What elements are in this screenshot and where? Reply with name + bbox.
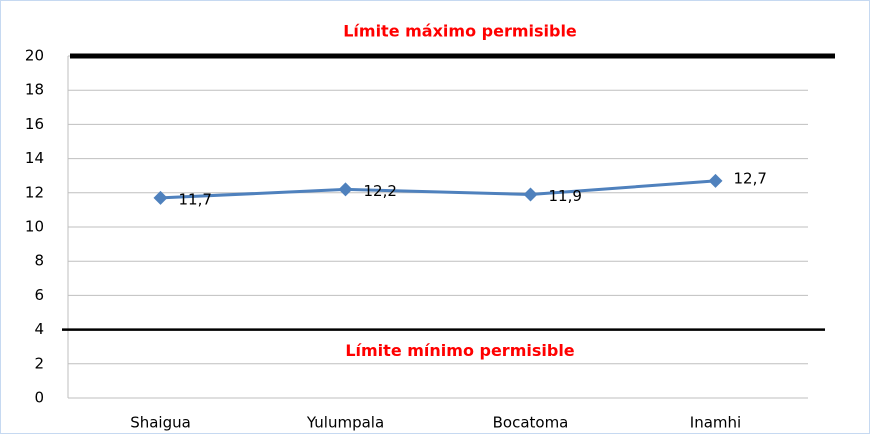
x-tick-label: Shaigua	[130, 414, 191, 432]
y-tick-label: 6	[34, 286, 44, 304]
x-tick-label: Yulumpala	[306, 414, 384, 432]
series-line	[160, 179, 716, 200]
y-tick-label: 10	[25, 218, 44, 236]
y-tick-label: 20	[25, 47, 44, 65]
x-tick-label: Bocatoma	[493, 414, 569, 432]
data-label: 11,7	[179, 190, 212, 208]
data-label: 12,2	[364, 182, 397, 200]
data-label: 11,9	[549, 187, 582, 205]
y-tick-label: 12	[25, 183, 44, 201]
y-tick-label: 18	[25, 81, 44, 99]
y-tick-label: 0	[34, 389, 44, 407]
x-tick-label: Inamhi	[690, 414, 741, 432]
data-point	[153, 190, 168, 205]
reference-label: Límite máximo permisible	[343, 22, 577, 41]
reference-label: Límite mínimo permisible	[345, 341, 574, 360]
y-tick-label: 8	[34, 252, 44, 270]
y-tick-label: 2	[34, 354, 44, 372]
y-tick-label: 16	[25, 115, 44, 133]
data-point	[338, 182, 353, 197]
data-point	[523, 187, 538, 202]
data-label: 12,7	[734, 169, 767, 187]
y-tick-label: 14	[25, 149, 44, 167]
data-point	[708, 173, 723, 188]
y-tick-label: 4	[34, 320, 44, 338]
